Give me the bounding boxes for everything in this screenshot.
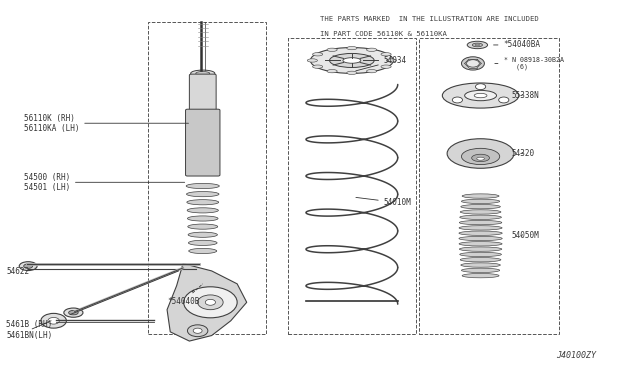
Ellipse shape (188, 224, 218, 229)
Text: *54040BA: *54040BA (493, 41, 541, 49)
Text: 54010M: 54010M (356, 198, 412, 207)
Circle shape (41, 313, 67, 328)
Circle shape (198, 295, 223, 310)
Text: *54040B: *54040B (167, 290, 200, 306)
Ellipse shape (367, 48, 377, 51)
Ellipse shape (460, 210, 501, 214)
Ellipse shape (460, 215, 501, 219)
Ellipse shape (186, 192, 219, 197)
Ellipse shape (467, 41, 488, 49)
Ellipse shape (460, 220, 502, 225)
Ellipse shape (312, 65, 323, 68)
Circle shape (476, 84, 486, 90)
Ellipse shape (477, 157, 484, 160)
Ellipse shape (327, 48, 337, 51)
Ellipse shape (24, 264, 33, 268)
Ellipse shape (64, 308, 83, 317)
Ellipse shape (461, 205, 500, 209)
Ellipse shape (310, 48, 394, 73)
Bar (148, 22, 266, 334)
Circle shape (188, 325, 208, 337)
Ellipse shape (387, 59, 396, 62)
Text: 54034: 54034 (356, 56, 407, 71)
Text: 55338N: 55338N (511, 91, 539, 100)
FancyBboxPatch shape (189, 74, 216, 113)
Circle shape (205, 299, 216, 305)
Ellipse shape (19, 262, 37, 270)
Ellipse shape (472, 43, 483, 47)
Ellipse shape (460, 257, 501, 262)
Ellipse shape (186, 183, 220, 189)
Ellipse shape (459, 231, 502, 235)
Ellipse shape (459, 236, 502, 241)
Ellipse shape (472, 154, 490, 161)
Text: J40100ZY: J40100ZY (556, 350, 596, 359)
Ellipse shape (347, 46, 357, 50)
Ellipse shape (330, 54, 374, 67)
Ellipse shape (442, 83, 519, 108)
Ellipse shape (475, 44, 479, 46)
Bar (288, 38, 415, 334)
Ellipse shape (188, 232, 218, 237)
Ellipse shape (367, 70, 377, 73)
Ellipse shape (327, 70, 337, 73)
Text: * N 08918-30B2A
   (6): * N 08918-30B2A (6) (495, 57, 564, 70)
Text: 5461B (RH)
5461BN(LH): 5461B (RH) 5461BN(LH) (6, 320, 52, 340)
Ellipse shape (474, 93, 487, 98)
Ellipse shape (460, 252, 501, 257)
Ellipse shape (343, 58, 361, 63)
Ellipse shape (461, 148, 500, 164)
Ellipse shape (381, 65, 391, 68)
Ellipse shape (307, 59, 317, 62)
Ellipse shape (188, 240, 217, 246)
Circle shape (48, 317, 60, 324)
Text: 56110K (RH)
56110KA (LH): 56110K (RH) 56110KA (LH) (24, 113, 189, 133)
Ellipse shape (461, 199, 500, 203)
Text: 54320: 54320 (511, 149, 534, 158)
Ellipse shape (461, 268, 500, 273)
Circle shape (193, 278, 212, 289)
Ellipse shape (459, 226, 502, 230)
Circle shape (467, 60, 479, 67)
Ellipse shape (447, 139, 514, 168)
Ellipse shape (465, 90, 497, 101)
Circle shape (452, 97, 463, 103)
Polygon shape (167, 263, 246, 341)
Circle shape (184, 273, 222, 295)
Circle shape (193, 328, 202, 333)
Ellipse shape (191, 70, 215, 77)
Ellipse shape (381, 52, 391, 56)
Circle shape (184, 287, 237, 318)
Ellipse shape (459, 242, 502, 246)
Ellipse shape (460, 247, 502, 251)
Ellipse shape (68, 310, 78, 315)
FancyBboxPatch shape (186, 109, 220, 176)
Ellipse shape (462, 194, 499, 198)
Ellipse shape (462, 273, 499, 278)
Ellipse shape (312, 52, 323, 56)
Text: 54622: 54622 (6, 267, 35, 276)
Ellipse shape (187, 208, 218, 213)
Circle shape (461, 57, 484, 70)
Circle shape (499, 97, 509, 103)
Ellipse shape (196, 71, 210, 75)
Ellipse shape (187, 200, 219, 205)
Text: 54050M: 54050M (511, 231, 539, 240)
Ellipse shape (461, 263, 500, 267)
Text: 54500 (RH)
54501 (LH): 54500 (RH) 54501 (LH) (24, 173, 185, 192)
Ellipse shape (347, 71, 357, 74)
Ellipse shape (189, 248, 217, 254)
Ellipse shape (188, 216, 218, 221)
Text: THE PARTS MARKED  IN THE ILLUSTRATION ARE INCLUDED: THE PARTS MARKED IN THE ILLUSTRATION ARE… (320, 16, 539, 22)
Text: IN PART CODE 56110K & 56110KA: IN PART CODE 56110K & 56110KA (320, 31, 447, 37)
Bar (419, 38, 559, 334)
